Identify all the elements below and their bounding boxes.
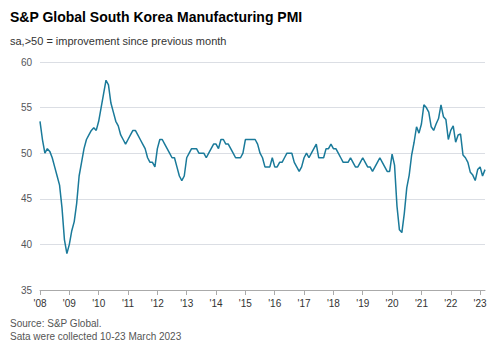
svg-text:'09: '09 (63, 298, 76, 309)
svg-text:'10: '10 (92, 298, 105, 309)
svg-text:'14: '14 (210, 298, 223, 309)
svg-text:'19: '19 (356, 298, 369, 309)
svg-text:'08: '08 (33, 298, 46, 309)
svg-text:'22: '22 (444, 298, 457, 309)
svg-text:35: 35 (21, 285, 33, 296)
svg-text:'17: '17 (298, 298, 311, 309)
svg-text:'16: '16 (268, 298, 281, 309)
svg-text:S&P Global South Korea Manufac: S&P Global South Korea Manufacturing PMI (10, 9, 302, 25)
svg-text:'23: '23 (474, 298, 487, 309)
svg-text:'15: '15 (239, 298, 252, 309)
svg-text:Source: S&P Global.: Source: S&P Global. (10, 318, 102, 329)
svg-text:40: 40 (21, 239, 33, 250)
svg-text:Sata were collected 10-23 Marc: Sata were collected 10-23 March 2023 (10, 331, 182, 342)
svg-text:55: 55 (21, 102, 33, 113)
svg-text:'12: '12 (151, 298, 164, 309)
svg-text:sa,>50 = improvement since pre: sa,>50 = improvement since previous mont… (10, 35, 226, 47)
svg-text:45: 45 (21, 193, 33, 204)
svg-text:'11: '11 (122, 298, 135, 309)
svg-text:'13: '13 (180, 298, 193, 309)
svg-text:'21: '21 (415, 298, 428, 309)
svg-text:'18: '18 (327, 298, 340, 309)
svg-text:60: 60 (21, 57, 33, 68)
svg-text:50: 50 (21, 148, 33, 159)
svg-text:'20: '20 (386, 298, 399, 309)
